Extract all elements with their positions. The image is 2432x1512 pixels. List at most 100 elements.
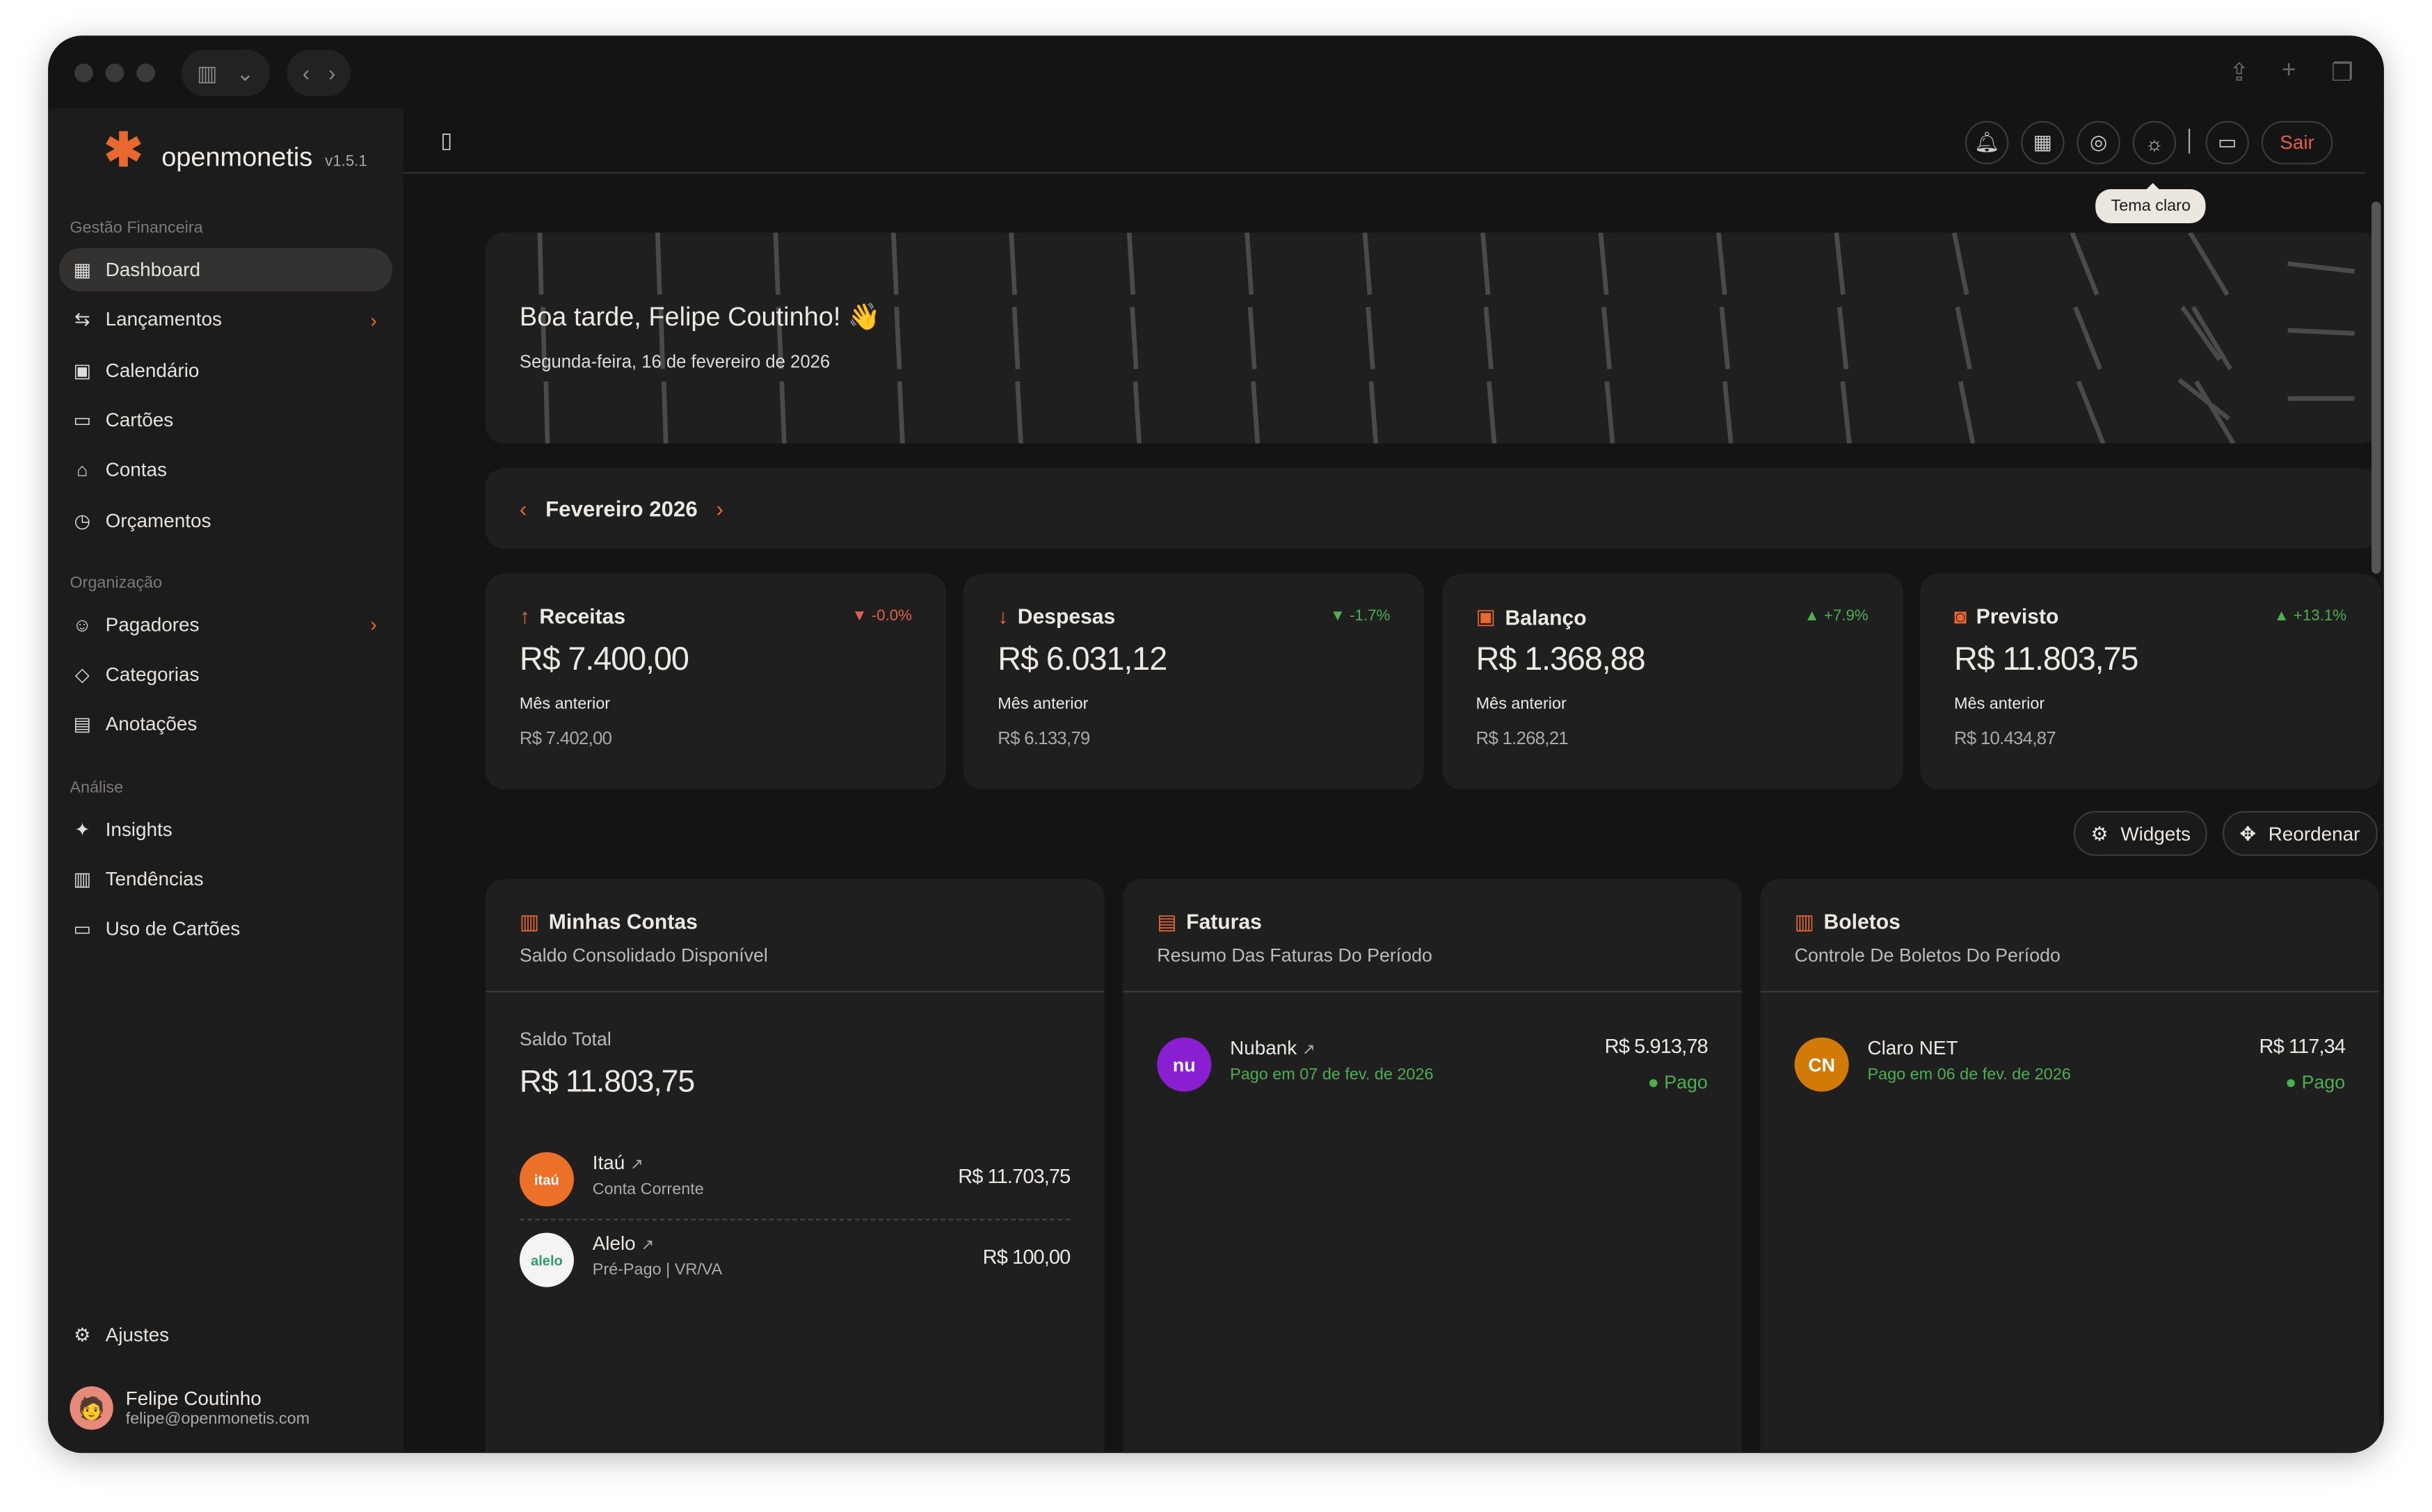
account-row[interactable]: alelo Alelo ↗ Pré-Pago | VR/VA R$ 100,00	[519, 1227, 1071, 1295]
widget-boletos: ▥ Boletos Controle De Boletos Do Período …	[1760, 879, 2380, 1454]
status-badge: ● Pago	[2285, 1072, 2345, 1093]
invoice-name: Nubank	[1230, 1037, 1297, 1059]
widgets-button[interactable]: ⚙ Widgets	[2073, 811, 2208, 856]
share-icon[interactable]: ⇪	[2228, 60, 2250, 87]
tabs-overview-icon[interactable]: ❐	[2331, 60, 2354, 87]
gear-icon: ⚙	[74, 1324, 91, 1346]
decorative-line	[1366, 307, 1375, 369]
sidebar-item-anotações[interactable]: ▤ Anotações	[59, 703, 392, 746]
widget-minhas-contas: ▥ Minhas Contas Saldo Consolidado Disponí…	[485, 879, 1105, 1454]
decorative-line	[1598, 232, 1609, 295]
decorative-line	[1011, 307, 1021, 369]
total-balance: R$ 11.803,75	[519, 1065, 695, 1100]
bill-name: Claro NET	[1867, 1037, 1958, 1059]
decorative-line	[1719, 307, 1731, 369]
external-link-icon[interactable]: ↗	[630, 1157, 643, 1174]
avatar: 🧑	[70, 1386, 113, 1430]
feedback-button[interactable]: ▭	[2205, 120, 2249, 165]
user-email: felipe@openmonetis.com	[125, 1409, 310, 1429]
external-link-icon[interactable]: ↗	[641, 1237, 655, 1255]
sidebar-item-ajustes[interactable]: ⚙ Ajustes	[59, 1313, 392, 1356]
sun-icon: ☼	[2145, 131, 2164, 154]
forward-icon[interactable]: ›	[328, 60, 336, 86]
nubank-logo: nu	[1157, 1037, 1212, 1092]
decorative-line	[2287, 328, 2355, 336]
stat-value: R$ 6.031,12	[998, 642, 1167, 678]
theme-toggle-button[interactable]: ☼	[2132, 120, 2177, 165]
sidebar-item-contas[interactable]: ⌂ Contas	[59, 449, 392, 492]
minimize-window-button[interactable]	[105, 63, 125, 83]
sidebar-item-label: Insights	[105, 818, 173, 840]
chart-icon: ▥	[73, 868, 91, 890]
sidebar-item-pagadores[interactable]: ☺ Pagadores ›	[59, 603, 392, 646]
sidebar-item-label: Contas	[105, 459, 167, 481]
sidebar-toggle-browser[interactable]: ▥ ⌄	[181, 49, 270, 97]
decorative-lines	[537, 232, 2355, 444]
status-label: Pago	[1664, 1071, 1708, 1093]
message-icon: ▭	[2217, 130, 2237, 154]
trend-up-icon: ▲	[2273, 608, 2289, 625]
notifications-button[interactable]: 🔔︎	[1965, 120, 2009, 165]
bill-amount: R$ 117,34	[2259, 1034, 2346, 1058]
calendar-icon: ▣	[73, 359, 91, 381]
gear-icon: ⚙	[2090, 823, 2109, 846]
close-window-button[interactable]	[74, 63, 93, 83]
bill-row[interactable]: CN Claro NET Pago em 06 de fev. de 2026 …	[1794, 1031, 2346, 1100]
logout-button[interactable]: Sair	[2261, 120, 2333, 165]
account-row[interactable]: itaú Itaú ↗ Conta Corrente R$ 11.703,75	[519, 1146, 1071, 1221]
privacy-button[interactable]: ◎	[2077, 120, 2120, 165]
scrollbar[interactable]	[2371, 201, 2381, 574]
change-badge: ▼ -0.0%	[851, 608, 912, 625]
decorative-line	[2287, 261, 2355, 274]
section-title: Gestão Financeira	[70, 218, 203, 238]
app-window: ▥ ⌄ ‹ › ⇪ + ❐ ✱ openmonetis v1.5.1 Gestão …	[48, 35, 2384, 1454]
prev-label: Mês anterior	[998, 694, 1089, 714]
sidebar-item-tendências[interactable]: ▥ Tendências	[59, 858, 392, 901]
invoice-row[interactable]: nu Nubank ↗ Pago em 07 de fev. de 2026 R…	[1157, 1031, 1709, 1100]
prev-value: R$ 7.402,00	[519, 730, 612, 749]
sidebar-item-uso-de-cartões[interactable]: ▭ Uso de Cartões	[59, 908, 392, 951]
logo[interactable]: ✱ openmonetis v1.5.1	[104, 128, 367, 175]
decorative-line	[658, 307, 666, 369]
decorative-line	[2070, 232, 2099, 296]
decorative-line	[1251, 381, 1261, 444]
sidebar-item-orçamentos[interactable]: ◷ Orçamentos	[59, 499, 392, 542]
external-link-icon[interactable]: ↗	[1302, 1042, 1315, 1059]
stat-card-receitas: ↑ Receitas ▼ -0.0% R$ 7.400,00 Mês anteri…	[485, 573, 947, 789]
account-type: Conta Corrente	[592, 1180, 704, 1199]
eye-icon: ◎	[2090, 130, 2108, 154]
sidebar-item-cartões[interactable]: ▭ Cartões	[59, 399, 392, 442]
prev-value: R$ 1.268,21	[1475, 730, 1569, 749]
account-name: Itaú	[592, 1152, 625, 1174]
user-profile[interactable]: 🧑 Felipe Coutinho felipe@openmonetis.com	[70, 1386, 310, 1430]
sidebar-item-categorias[interactable]: ◇ Categorias	[59, 653, 392, 696]
sidebar-item-lançamentos[interactable]: ⇆ Lançamentos ›	[59, 298, 392, 341]
calculator-button[interactable]: ▦	[2021, 120, 2065, 165]
greeting-banner: Boa tarde, Felipe Coutinho! 👋 Segunda-fe…	[485, 232, 2380, 444]
change-badge: ▲ +7.9%	[1805, 608, 1869, 625]
decorative-line	[1126, 232, 1136, 295]
previous-month-button[interactable]: ‹	[519, 496, 527, 522]
previsto-icon: ◙	[1954, 604, 1967, 628]
zoom-window-button[interactable]	[136, 63, 155, 83]
reorder-button[interactable]: ✥ Reordenar	[2223, 811, 2378, 856]
sidebar-item-insights[interactable]: ✦ Insights	[59, 807, 392, 851]
decorative-line	[2177, 378, 2230, 421]
widget-title: Faturas	[1186, 910, 1262, 934]
new-tab-icon[interactable]: +	[2281, 57, 2296, 84]
widget-faturas: ▤ Faturas Resumo Das Faturas Do Período n…	[1123, 879, 1742, 1454]
sidebar-icon: ▥	[197, 59, 218, 85]
collapse-sidebar-icon[interactable]: ▯	[440, 127, 453, 152]
sidebar-item-label: Tendências	[105, 868, 204, 890]
trend-up-icon: ▲	[1804, 608, 1820, 625]
sidebar-item-label: Categorias	[105, 663, 200, 686]
sidebar-item-dashboard[interactable]: ▦ Dashboard	[58, 248, 393, 292]
back-icon[interactable]: ‹	[302, 60, 310, 86]
app-name: openmonetis	[161, 143, 313, 172]
next-month-button[interactable]: ›	[716, 496, 723, 522]
sidebar-item-label: Lançamentos	[105, 309, 222, 331]
sidebar-item-calendário[interactable]: ▣ Calendário	[59, 348, 392, 392]
decorative-line	[1483, 307, 1494, 369]
decorative-line	[1009, 232, 1017, 295]
check-circle-icon: ●	[2285, 1071, 2297, 1093]
